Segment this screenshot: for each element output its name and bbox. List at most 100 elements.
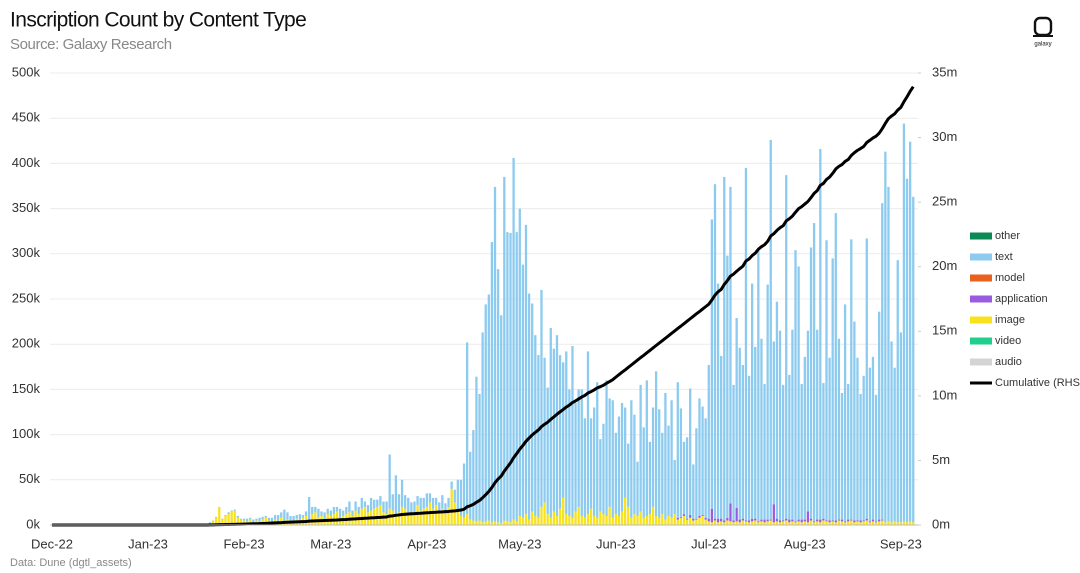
bar	[493, 186, 497, 522]
bar	[645, 515, 648, 525]
bar	[614, 514, 617, 525]
bar	[422, 497, 425, 509]
bar	[744, 520, 748, 522]
bar	[884, 522, 887, 525]
bar	[465, 514, 469, 525]
bar	[221, 518, 224, 520]
bar	[273, 515, 277, 520]
bar	[608, 506, 611, 525]
bar	[747, 522, 751, 525]
bar	[617, 416, 621, 516]
y-tick-label: 500k	[12, 64, 41, 79]
bar	[803, 521, 806, 525]
bar	[404, 508, 407, 525]
bar	[537, 517, 540, 525]
bar	[757, 521, 760, 523]
bar	[459, 515, 463, 525]
bar	[503, 176, 506, 521]
bar	[850, 520, 853, 525]
bar	[441, 495, 444, 509]
bar	[456, 511, 459, 525]
bar	[878, 311, 881, 520]
legend-label: other	[995, 230, 1020, 242]
bar	[828, 522, 831, 525]
bar	[456, 479, 459, 512]
bar	[475, 521, 478, 525]
bar	[794, 521, 797, 523]
bar	[788, 522, 791, 525]
bar	[843, 304, 847, 522]
bar	[673, 514, 676, 525]
bar	[754, 346, 757, 519]
bar	[382, 512, 385, 525]
bar	[366, 505, 370, 513]
bar	[859, 520, 862, 523]
logo-icon	[1033, 16, 1053, 37]
bar	[515, 232, 518, 522]
bar	[887, 186, 890, 522]
bar	[435, 505, 438, 525]
bar	[435, 497, 438, 506]
bar	[549, 517, 552, 525]
bar	[893, 521, 896, 525]
bar	[484, 304, 487, 522]
bar	[707, 364, 710, 519]
bar	[233, 509, 236, 511]
bar	[785, 518, 788, 521]
bar	[905, 178, 909, 523]
bar	[667, 515, 670, 525]
bar	[549, 327, 552, 518]
bar	[654, 515, 658, 525]
bar	[509, 233, 512, 523]
bar	[732, 520, 735, 523]
bar	[806, 522, 810, 525]
x-tick-label: Feb-23	[223, 536, 264, 551]
bar	[363, 501, 367, 507]
bar	[593, 515, 596, 525]
bar	[413, 512, 416, 525]
bar	[887, 521, 890, 525]
bar	[323, 512, 326, 520]
bar	[689, 515, 692, 518]
legend-label: application	[995, 293, 1048, 305]
bar	[447, 506, 450, 525]
bar	[630, 517, 633, 525]
bar	[720, 521, 723, 525]
bar	[744, 521, 748, 525]
bar	[710, 508, 714, 523]
bar	[496, 522, 500, 525]
bar	[908, 521, 912, 525]
bar	[834, 520, 837, 523]
bar	[599, 511, 602, 525]
bar	[224, 515, 227, 516]
bar	[757, 250, 760, 522]
bar	[676, 382, 679, 518]
bar	[698, 515, 701, 518]
bar	[868, 367, 872, 522]
bar	[255, 518, 258, 521]
bar	[704, 517, 707, 520]
bar	[611, 517, 614, 525]
bar	[766, 521, 769, 525]
bar	[750, 521, 754, 525]
bar	[871, 356, 875, 520]
bar	[819, 519, 822, 523]
legend-swatch	[970, 295, 992, 303]
x-tick-label: Jul-23	[691, 536, 726, 551]
bar	[496, 269, 500, 523]
bar	[630, 400, 633, 518]
legend-label: model	[995, 272, 1025, 284]
bar	[345, 506, 348, 515]
bar	[242, 518, 246, 521]
bar	[769, 519, 772, 521]
bar	[249, 519, 252, 525]
bar	[599, 439, 602, 512]
y2-tick-label: 10m	[932, 387, 957, 402]
bar	[781, 521, 785, 525]
bar	[661, 514, 664, 525]
bar	[249, 517, 252, 520]
bar	[865, 518, 868, 521]
bar	[828, 357, 831, 521]
bar	[853, 520, 856, 523]
bar	[211, 520, 215, 525]
